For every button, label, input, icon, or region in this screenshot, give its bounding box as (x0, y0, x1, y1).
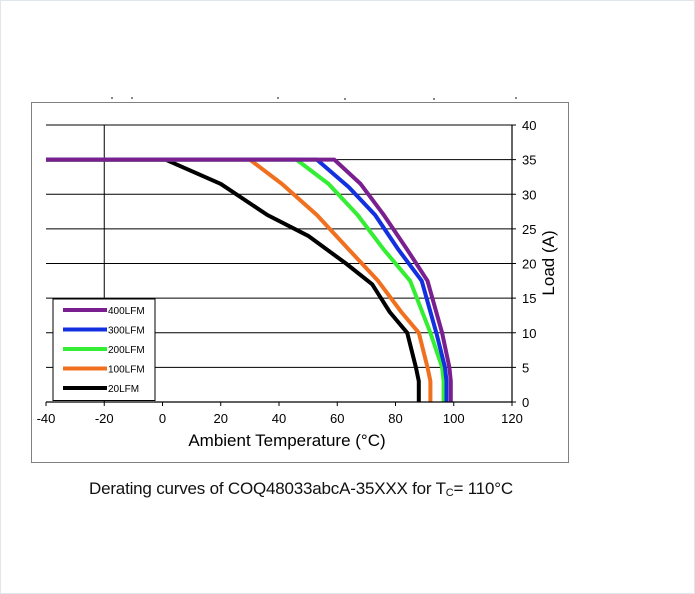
x-tick-label: 80 (388, 411, 402, 426)
x-tick-label: 0 (159, 411, 166, 426)
chart-frame (31, 102, 569, 463)
axes (45, 124, 516, 406)
series-line-400lfm (46, 157, 453, 402)
x-tick-label: 100 (443, 411, 465, 426)
legend-label: 200LFM (108, 345, 145, 356)
series-line-20lfm (46, 157, 421, 402)
series-layer (46, 157, 453, 402)
x-tick-label: -20 (95, 411, 114, 426)
y-tick-label: 30 (522, 187, 536, 202)
figure-caption: Derating curves of COQ48033abcA-35XXX fo… (1, 479, 601, 499)
legend-label: 20LFM (108, 384, 139, 395)
derating-chart: -40 -20 0 20 40 60 80 100 120 0 5 10 15 20 25 30 35 40 A… (37, 118, 558, 450)
series-line-200lfm (46, 157, 446, 402)
x-tick-label: 60 (330, 411, 344, 426)
legend-label: 300LFM (108, 326, 145, 337)
caption-suffix: = 110°C (453, 479, 514, 498)
y-axis-label: Load (A) (539, 230, 558, 295)
x-tick-labels: -40 -20 0 20 40 60 80 100 120 (37, 411, 523, 426)
y-tick-label: 0 (522, 395, 529, 410)
x-tick-label: 40 (272, 411, 286, 426)
legend-label: 400LFM (108, 306, 145, 317)
y-tick-labels: 0 5 10 15 20 25 30 35 40 (522, 118, 536, 410)
y-tick-label: 10 (522, 326, 536, 341)
header-dots (111, 97, 517, 100)
y-tick-label: 5 (522, 360, 529, 375)
legend-label: 100LFM (108, 365, 145, 376)
legend: 400LFM 300LFM 200LFM 100LFM 20LFM (52, 298, 156, 401)
y-tick-label: 20 (522, 257, 536, 272)
x-tick-label: -40 (37, 411, 56, 426)
x-axis-label: Ambient Temperature (°C) (188, 431, 385, 450)
series-line-100lfm (46, 157, 433, 402)
x-tick-label: 20 (214, 411, 228, 426)
caption-text: Derating curves of COQ48033abcA-35XXX fo… (89, 479, 446, 498)
y-tick-label: 15 (522, 291, 536, 306)
y-tick-label: 40 (522, 118, 536, 133)
x-tick-label: 120 (501, 411, 523, 426)
series-line-300lfm (46, 157, 449, 402)
y-tick-label: 25 (522, 222, 536, 237)
caption-subscript: C (445, 487, 454, 499)
y-tick-label: 35 (522, 153, 536, 168)
